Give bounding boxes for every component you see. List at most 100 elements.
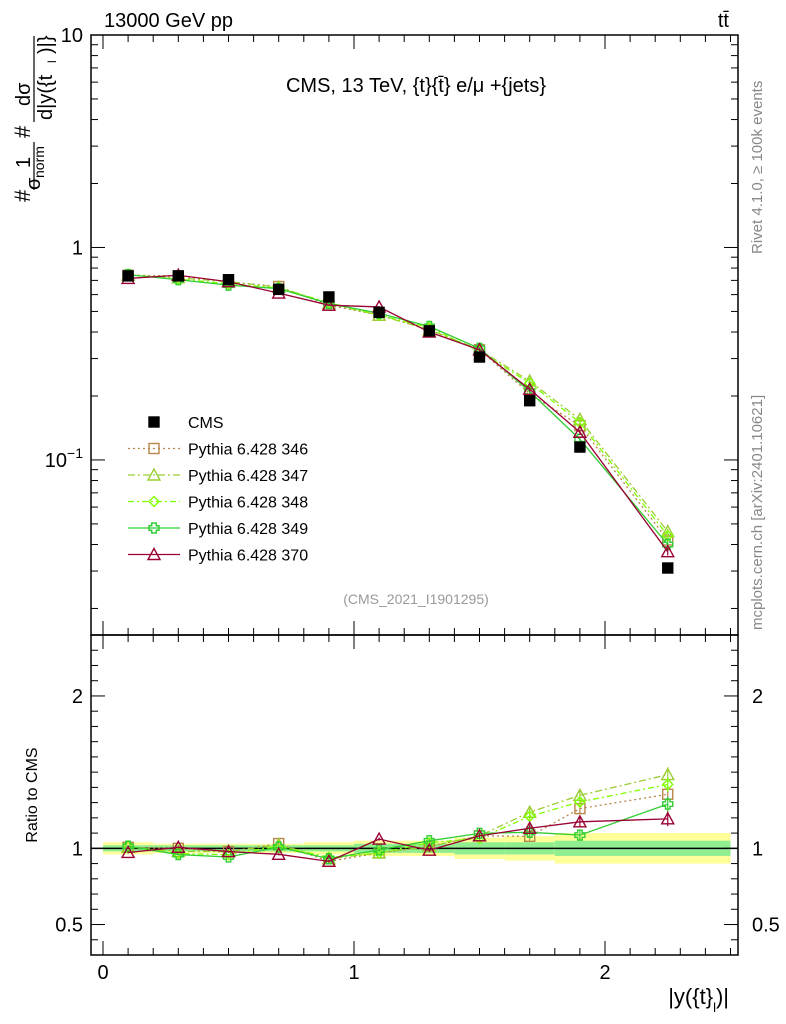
- ratio-marker: [373, 844, 385, 856]
- rivet-version-label: Rivet 4.1.0, ≥ 100k events: [749, 81, 766, 254]
- main-marker: [572, 424, 588, 438]
- ratio-y-tick-label-left: 0.5: [55, 915, 83, 937]
- ratio-y-axis-label: Ratio to CMS: [24, 747, 41, 842]
- ratio-marker: [573, 795, 586, 808]
- data-point: [122, 270, 134, 282]
- main-marker: [522, 381, 537, 396]
- ratio-y-tick-label-left: 1: [72, 838, 83, 860]
- ratio-marker: [572, 814, 588, 828]
- legend-label: CMS: [188, 415, 224, 432]
- ratio-marker: [422, 842, 437, 856]
- ratio-marker: [323, 853, 335, 865]
- ratio-marker: [120, 845, 136, 859]
- ratio-marker: [472, 828, 487, 842]
- legend-marker: [148, 522, 160, 534]
- legend-label: Pythia 6.428 348: [188, 495, 308, 512]
- legend-marker: [146, 467, 162, 481]
- axes: 0 1 2 10−1 1 10 0.5 0.5 1 1 2 2: [45, 25, 780, 984]
- ratio-marker: [522, 820, 537, 834]
- data-point: [662, 562, 674, 574]
- header-process-label: tt̄: [718, 10, 730, 32]
- main-marker: [660, 544, 675, 558]
- data-point: [574, 441, 586, 453]
- ratio-marker: [171, 839, 186, 853]
- legend-marker: [148, 442, 160, 455]
- y-label-subscript: l: [45, 60, 59, 63]
- main-y-tick-label: 1: [72, 237, 83, 259]
- data-point: [323, 291, 335, 303]
- ratio-marker: [371, 831, 387, 845]
- x-axis-label-text: |y({t}l)|: [668, 984, 729, 1015]
- y-label-hash-2: #: [10, 125, 35, 138]
- tick-exponent: −1: [67, 445, 83, 461]
- ratio-marker: [373, 846, 386, 859]
- x-tick-label: 0: [97, 962, 108, 984]
- y-label-sigma: σ: [23, 177, 45, 190]
- y-label-one: 1: [13, 157, 35, 168]
- legend-label: Pythia 6.428 370: [188, 548, 308, 565]
- ratio-y-tick-label-right: 1: [752, 838, 763, 860]
- legend-marker: [148, 416, 160, 428]
- data-point: [524, 395, 536, 407]
- main-y-tick-label: 10−1: [45, 445, 83, 472]
- main-panel-frame: [90, 34, 739, 636]
- legend-marker: [146, 547, 162, 561]
- legend-entry-3: Pythia 6.428 348: [128, 495, 308, 512]
- ratio-marker: [321, 853, 337, 868]
- ratio-marker: [271, 846, 286, 861]
- ratio-marker: [221, 844, 236, 858]
- data-point: [273, 283, 285, 296]
- header-beam-label: 13000 GeV pp: [104, 10, 233, 32]
- legend-entry-2: Pythia 6.428 347: [128, 467, 308, 485]
- x-label-sub: l: [713, 1000, 716, 1015]
- y-label-dsigma: dσ: [13, 82, 35, 106]
- ratio-y-tick-label-left: 2: [72, 686, 83, 708]
- y-label-norm: norm: [31, 146, 47, 178]
- legend-marker: [148, 495, 160, 508]
- ratio-marker: [661, 778, 674, 791]
- legend: CMS Pythia 6.428 346 Pythia 6.428 347 Pythi…: [128, 415, 308, 565]
- x-tick-label: 1: [348, 962, 359, 984]
- ratio-marker: [660, 811, 675, 825]
- legend-entry-1: Pythia 6.428 346: [128, 442, 308, 459]
- y-label-tail: )|}: [35, 35, 57, 54]
- x-label-main: |y({t}: [668, 984, 713, 1009]
- ratio-panel-series: [120, 767, 675, 868]
- ratio-y-tick-label-right: 0.5: [752, 915, 780, 937]
- legend-label: Pythia 6.428 347: [188, 468, 308, 485]
- legend-entry-data: CMS: [148, 415, 224, 432]
- tick-base: 10: [45, 450, 67, 472]
- legend-entry-5: Pythia 6.428 370: [128, 547, 308, 565]
- data-point: [423, 325, 435, 337]
- data-point: [473, 351, 486, 363]
- main-marker: [661, 529, 674, 542]
- ratio-marker: [473, 827, 486, 840]
- legend-label: Pythia 6.428 346: [188, 442, 308, 459]
- main-panel-series: [120, 267, 675, 574]
- legend-label: Pythia 6.428 349: [188, 521, 308, 538]
- data-point: [373, 306, 385, 319]
- ratio-series-5: [120, 811, 675, 868]
- analysis-id-label: (CMS_2021_I1901295): [343, 591, 489, 607]
- y-label-denominator: d|y({t: [35, 74, 57, 120]
- ratio-marker: [662, 798, 674, 810]
- data-point: [222, 274, 235, 286]
- main-y-axis-label: # 1 σ norm # dσ d|y({t l )|}: [10, 35, 59, 202]
- ratio-marker: [574, 829, 586, 841]
- ratio-marker: [423, 835, 435, 847]
- data-point: [172, 270, 185, 282]
- main-marker: [321, 297, 337, 311]
- plot-title: CMS, 13 TeV, {t}{t̄} e/μ +{jets}: [286, 75, 546, 97]
- main-series-5: [120, 267, 675, 558]
- x-axis-label: |y({t}l)|: [668, 984, 729, 1015]
- ratio-y-tick-label-right: 2: [752, 686, 763, 708]
- main-series-line: [128, 274, 669, 532]
- legend-entry-4: Pythia 6.428 349: [128, 521, 308, 538]
- x-tick-label: 2: [599, 962, 610, 984]
- y-label-hash: #: [10, 189, 35, 202]
- main-series-data: [122, 270, 674, 574]
- x-label-tail: )|: [716, 984, 729, 1009]
- mcplots-credit-label: mcplots.cern.ch [arXiv:2401.10621]: [749, 395, 766, 630]
- ratio-marker: [222, 848, 235, 861]
